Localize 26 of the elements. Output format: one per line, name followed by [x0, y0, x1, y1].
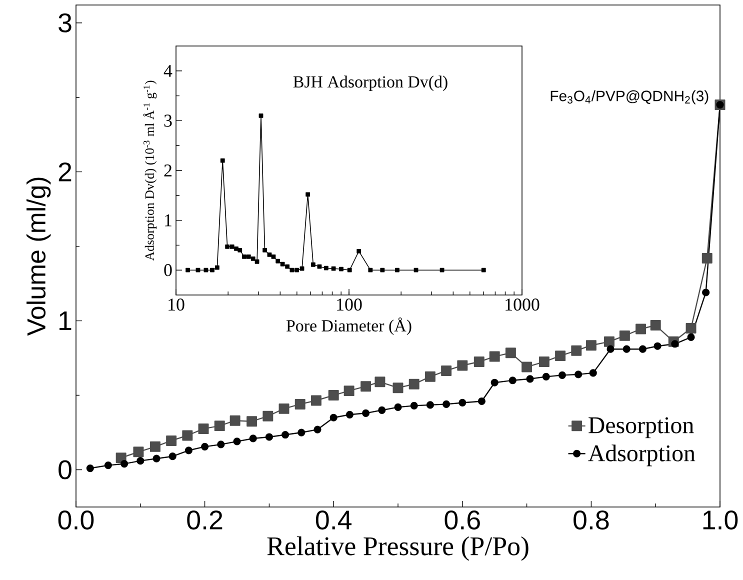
- y-tick-label: 1: [165, 214, 172, 226]
- y-tick-label: 2: [164, 164, 172, 176]
- x-axis-title: Pore Diameter (Å): [286, 317, 412, 335]
- x-tick-label: 1000: [506, 298, 540, 311]
- x-tick-label: 0.0: [58, 510, 94, 530]
- y-tick-label: 0: [164, 264, 172, 276]
- x-axis-title: Relative Pressure (P/Po): [267, 536, 528, 561]
- x-tick-label: 0.6: [444, 510, 480, 530]
- x-tick-label: 100: [337, 298, 362, 311]
- y-tick-label: 3: [164, 114, 172, 127]
- legend-label: Adsorption: [588, 444, 696, 466]
- x-tick-label: 1.0: [703, 510, 738, 530]
- x-tick-label: 0.8: [574, 510, 609, 530]
- y-tick-label: 4: [164, 64, 172, 77]
- x-tick-label: 10: [168, 298, 184, 311]
- x-tick-label: 0.4: [316, 510, 352, 530]
- annotation: Fe$_{3}$O$_{4}$/PVP@QDNH$_{2}$(3): [550, 90, 708, 104]
- annotation: BJH Adsorption Dv(d): [293, 76, 448, 92]
- y-axis-title: Volume (ml/g): [26, 178, 51, 336]
- y-tick-label: 3: [58, 13, 72, 32]
- y-tick-label: 1: [60, 312, 72, 330]
- y-tick-label: 2: [58, 162, 72, 182]
- y-tick-label: 0: [58, 460, 72, 480]
- x-tick-label: 0.2: [187, 510, 222, 530]
- y-axis-title: Adsorption Dv(d) (10$^{-3}$ ml Å$^{-1}$ g$^{-1}$): [143, 80, 157, 261]
- legend-label: Desorption: [588, 417, 694, 438]
